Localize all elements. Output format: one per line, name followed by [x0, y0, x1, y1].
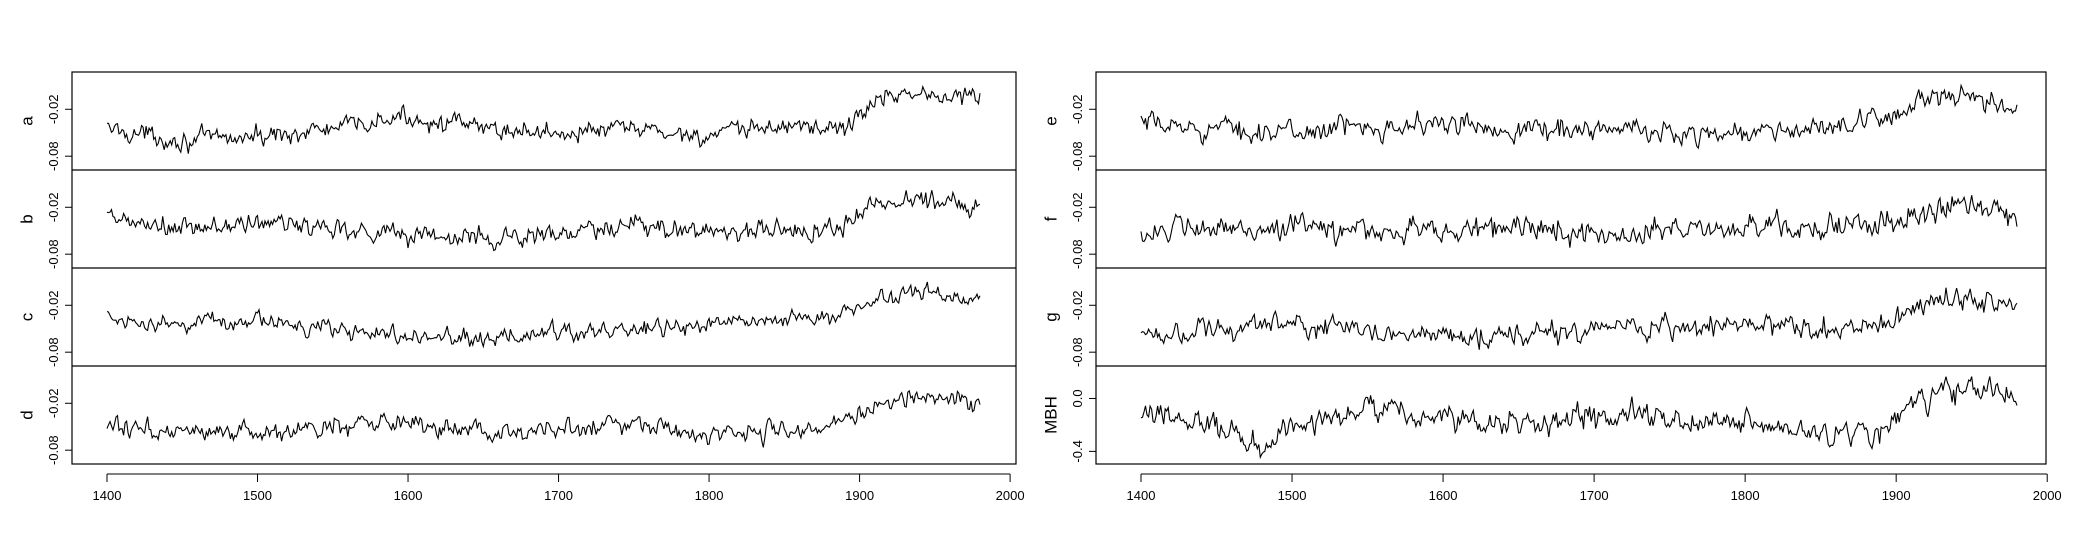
- x-tick-label: 2000: [996, 488, 1025, 503]
- y-tick-label: -0.08: [1070, 239, 1085, 269]
- y-tick-label: -0.02: [1070, 94, 1085, 124]
- y-tick-label: -0.02: [1070, 192, 1085, 222]
- x-tick-label: 1600: [1429, 488, 1458, 503]
- x-tick-label: 1900: [1882, 488, 1911, 503]
- y-tick-label: -0.02: [46, 388, 61, 418]
- y-tick-label: 0.0: [1070, 389, 1085, 407]
- y-tick-label: -0.4: [1070, 440, 1085, 462]
- y-tick-label: -0.08: [1070, 141, 1085, 171]
- panel-label-d: d: [17, 410, 36, 419]
- series-line-b: [106, 190, 981, 252]
- x-tick-label: 1400: [1127, 488, 1156, 503]
- chart-right: -0.08 -0.02 e -0.08 -0.02 f -0.08 -0.02 g -0.4 0.0…: [1041, 71, 2062, 503]
- series-line-d: [106, 389, 981, 448]
- panel-label-c: c: [17, 312, 36, 321]
- x-tick-label: 1500: [1278, 488, 1307, 503]
- panel-label-b: b: [17, 214, 36, 223]
- y-tick-label: -0.02: [46, 192, 61, 222]
- series-line-c: [106, 281, 981, 349]
- chart-left: -0.08 -0.02 a -0.08 -0.02 b -0.08 -0.02 c -0.08 -0…: [17, 71, 1025, 503]
- panel-label-a: a: [17, 116, 36, 126]
- series-line-e: [1140, 83, 2018, 150]
- panel-label-e: e: [1041, 116, 1060, 125]
- y-tick-label: -0.02: [1070, 290, 1085, 320]
- panel-label-mbh: MBH: [1041, 396, 1060, 434]
- x-tick-label: 1400: [93, 488, 122, 503]
- series-line-g: [1140, 287, 2018, 350]
- panel-label-g: g: [1041, 312, 1060, 321]
- series-line-a: [107, 84, 981, 154]
- x-tick-label: 2000: [2033, 488, 2062, 503]
- x-tick-label: 1700: [1580, 488, 1609, 503]
- x-tick-label: 1500: [243, 488, 272, 503]
- x-tick-label: 1600: [394, 488, 423, 503]
- y-tick-label: -0.02: [46, 94, 61, 124]
- x-tick-label: 1900: [845, 488, 874, 503]
- x-tick-label: 1700: [544, 488, 573, 503]
- y-tick-label: -0.08: [46, 337, 61, 367]
- y-tick-label: -0.02: [46, 290, 61, 320]
- y-tick-label: -0.08: [1070, 337, 1085, 367]
- series-line-f: [1140, 195, 2018, 248]
- x-tick-label: 1800: [695, 488, 724, 503]
- y-tick-label: -0.08: [46, 239, 61, 269]
- series-line-mbh: [1140, 376, 2018, 460]
- y-tick-label: -0.08: [46, 435, 61, 465]
- panel-label-f: f: [1041, 216, 1060, 221]
- x-tick-label: 1800: [1731, 488, 1760, 503]
- y-tick-label: -0.08: [46, 141, 61, 171]
